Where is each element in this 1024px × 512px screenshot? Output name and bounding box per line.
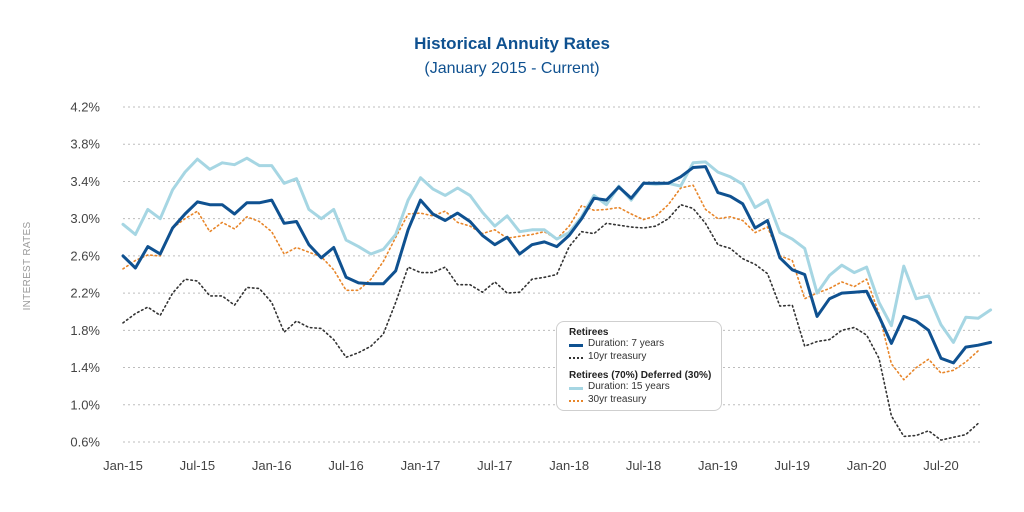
x-tick-label: Jul-18 xyxy=(626,458,661,473)
data-series xyxy=(121,156,993,441)
gridlines xyxy=(123,106,982,443)
y-tick-label: 3.8% xyxy=(70,137,100,152)
x-tick-label: Jan-18 xyxy=(549,458,589,473)
legend-item-duration-15-years: Duration: 15 years xyxy=(588,381,670,392)
legend: Retirees Duration: 7 years 10yr treasury… xyxy=(556,321,722,411)
y-tick-label: 0.6% xyxy=(70,435,100,450)
series-line-30yr-treasury xyxy=(122,184,980,381)
y-tick-label: 3.0% xyxy=(70,211,100,226)
x-tick-label: Jan-19 xyxy=(698,458,738,473)
x-tick-label: Jul-16 xyxy=(328,458,363,473)
x-tick-label: Jan-17 xyxy=(401,458,441,473)
x-tick-label: Jul-17 xyxy=(477,458,512,473)
series-line-10yr-treasury xyxy=(122,203,980,441)
x-tick-label: Jul-19 xyxy=(775,458,810,473)
chart-subtitle: (January 2015 - Current) xyxy=(424,60,600,77)
legend-swatch-30yr-treasury xyxy=(569,400,583,402)
y-tick-label: 1.8% xyxy=(70,323,100,338)
y-axis-label: INTEREST RATES xyxy=(22,222,33,311)
series-line-duration-15-years xyxy=(121,156,993,344)
y-tick-label: 4.2% xyxy=(70,100,100,115)
y-tick-label: 2.2% xyxy=(70,286,100,301)
y-axis-ticks: 0.6% 1.0% 1.4% 1.8% 2.2% 2.6% 3.0% 3.4% 3.8% 4.2% xyxy=(70,100,100,450)
x-tick-label: Jul-20 xyxy=(923,458,958,473)
legend-swatch-duration-7-years xyxy=(569,344,583,347)
series-line-duration-7-years xyxy=(121,165,993,365)
legend-swatch-duration-15-years xyxy=(569,387,583,390)
legend-item-duration-7-years: Duration: 7 years xyxy=(588,338,665,349)
legend-item-30yr-treasury: 30yr treasury xyxy=(588,394,647,405)
x-tick-label: Jul-15 xyxy=(180,458,215,473)
x-axis-ticks: Jan-15 Jul-15 Jan-16 Jul-16 Jan-17 Jul-17 Jan-… xyxy=(103,458,959,473)
legend-item-10yr-treasury: 10yr treasury xyxy=(588,351,647,362)
x-tick-label: Jan-16 xyxy=(252,458,292,473)
legend-group-deferred-title: Retirees (70%) Deferred (30%) xyxy=(569,370,712,381)
legend-group-retirees-title: Retirees xyxy=(569,327,609,338)
legend-swatch-10yr-treasury xyxy=(569,357,583,359)
chart-title: Historical Annuity Rates xyxy=(414,34,610,53)
x-tick-label: Jan-20 xyxy=(847,458,887,473)
y-tick-label: 1.0% xyxy=(70,397,100,412)
y-tick-label: 1.4% xyxy=(70,360,100,375)
y-tick-label: 2.6% xyxy=(70,248,100,263)
y-tick-label: 3.4% xyxy=(70,174,100,189)
x-tick-label: Jan-15 xyxy=(103,458,143,473)
